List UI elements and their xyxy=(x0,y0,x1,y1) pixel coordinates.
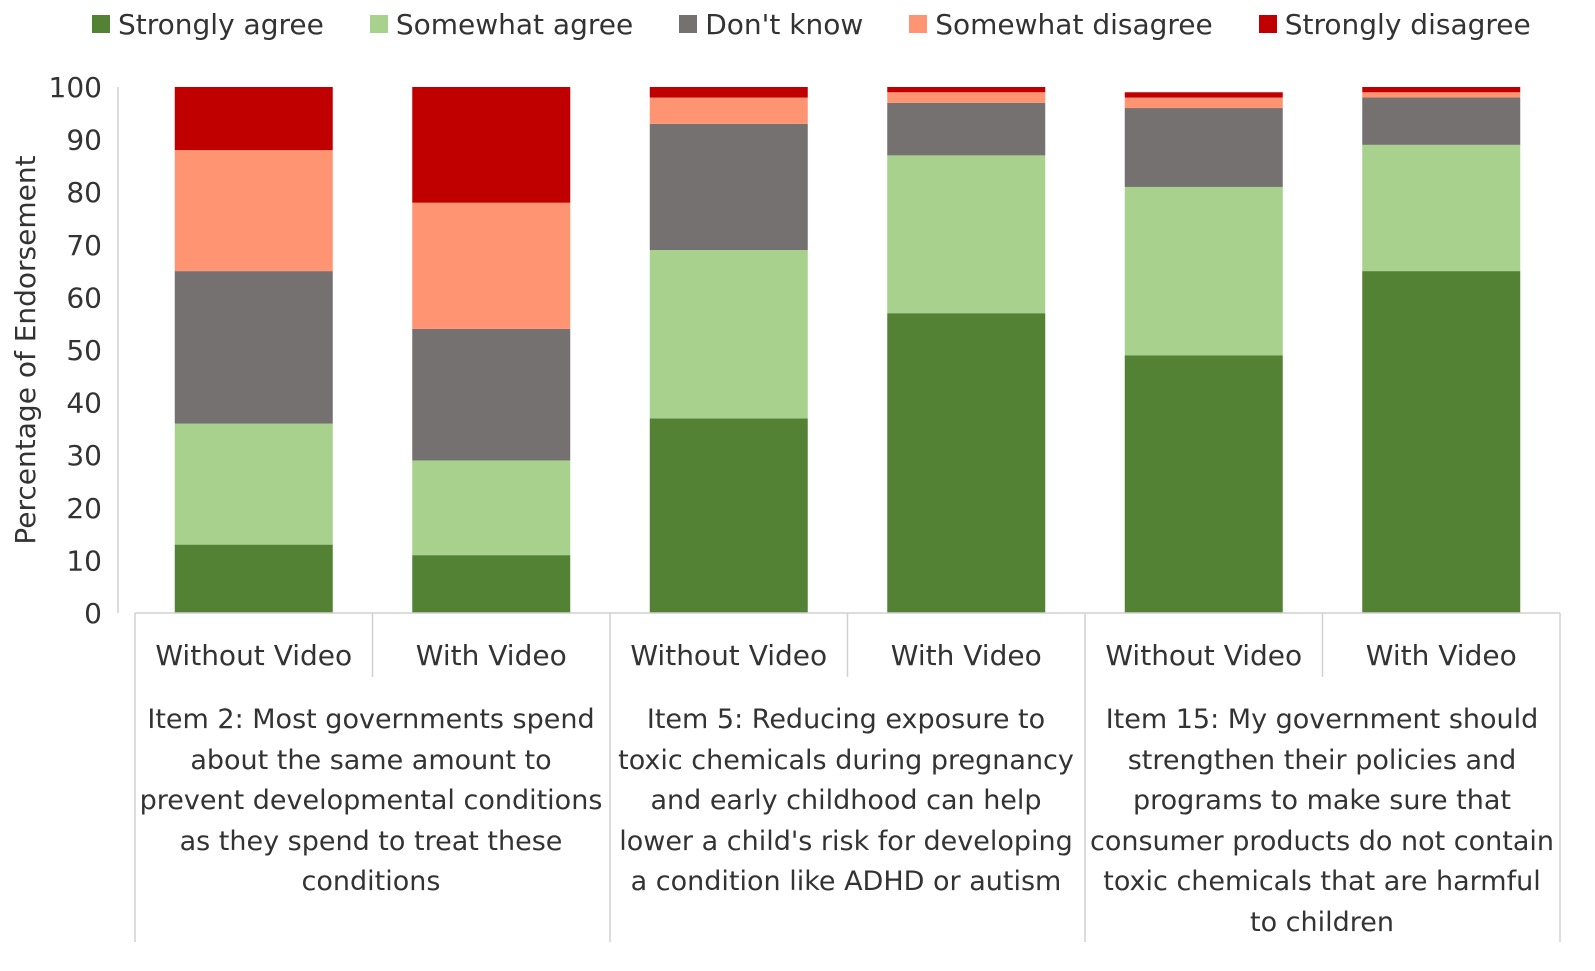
bar-segment-strongly-agree-5 xyxy=(1124,355,1283,613)
y-tick-label: 20 xyxy=(66,492,102,525)
bar-segment-strongly-agree-4 xyxy=(887,313,1046,613)
bar-segment-somewhat-agree-4 xyxy=(887,155,1046,314)
bar-segment-strongly-disagree-2 xyxy=(412,87,571,203)
group-label-item-5: Item 5: Reducing exposure to toxic chemi… xyxy=(618,704,1074,897)
bar-segment-strongly-agree-1 xyxy=(174,544,333,613)
legend-swatch xyxy=(369,15,388,33)
y-tick-label: 60 xyxy=(66,281,102,314)
bar-segment-don-t-know-1 xyxy=(174,271,333,424)
bar-segment-somewhat-agree-6 xyxy=(1362,144,1521,272)
legend-label: Don't know xyxy=(705,7,864,41)
bar-segment-strongly-agree-2 xyxy=(412,555,571,613)
y-tick-label: 50 xyxy=(66,334,102,367)
x-tick-label: Without Video xyxy=(630,639,827,672)
y-tick-label: 100 xyxy=(49,71,102,104)
bar-segment-don-t-know-6 xyxy=(1362,97,1521,145)
bar-segment-strongly-disagree-1 xyxy=(174,87,333,151)
x-tick-label: Without Video xyxy=(1105,639,1302,672)
legend-item-strongly-agree: Strongly agree xyxy=(92,8,324,41)
legend-item-dont-know: Don't know xyxy=(679,8,863,41)
bar-segment-somewhat-disagree-3 xyxy=(649,97,808,124)
legend-swatch xyxy=(909,15,928,33)
group-label-item-2: Item 2: Most governments spend about the… xyxy=(139,704,603,897)
x-tick-label: With Video xyxy=(1366,639,1517,672)
bar-segment-don-t-know-2 xyxy=(412,328,571,461)
bar-segment-strongly-disagree-6 xyxy=(1362,87,1521,93)
legend-label: Strongly disagree xyxy=(1284,7,1531,41)
bar-segment-strongly-disagree-4 xyxy=(887,87,1046,93)
y-tick-label: 40 xyxy=(66,387,102,420)
bar-segment-somewhat-disagree-1 xyxy=(174,150,333,272)
y-tick-label: 90 xyxy=(66,124,102,157)
legend-item-somewhat-disagree: Somewhat disagree xyxy=(909,8,1213,41)
group-label-item-15: Item 15: My government should strengthen… xyxy=(1089,704,1554,938)
y-tick-label: 10 xyxy=(66,544,102,577)
bar-segment-don-t-know-3 xyxy=(649,123,808,251)
y-axis-title: Percentage of Endorsement xyxy=(9,155,42,544)
y-tick-label: 30 xyxy=(66,439,102,472)
bar-segment-strongly-agree-6 xyxy=(1362,271,1521,613)
bar-segment-don-t-know-4 xyxy=(887,102,1046,156)
legend-label: Strongly agree xyxy=(118,7,324,41)
y-tick-label: 80 xyxy=(66,176,102,209)
bar-segment-don-t-know-5 xyxy=(1124,108,1283,187)
x-tick-label: With Video xyxy=(416,639,567,672)
legend-item-strongly-disagree: Strongly disagree xyxy=(1258,7,1531,41)
legend-label: Somewhat agree xyxy=(395,7,634,41)
bar-segment-somewhat-agree-1 xyxy=(174,423,333,545)
bar-segment-somewhat-agree-5 xyxy=(1124,186,1283,356)
bar-segment-somewhat-disagree-5 xyxy=(1124,97,1283,109)
legend: Strongly agree Somewhat agree Don't know… xyxy=(92,2,1577,46)
legend-swatch xyxy=(679,15,698,33)
x-tick-label: With Video xyxy=(891,639,1042,672)
y-tick-label: 70 xyxy=(66,229,102,262)
bar-segment-somewhat-disagree-2 xyxy=(412,202,571,329)
bar-segment-somewhat-agree-3 xyxy=(649,250,808,419)
bar-segment-somewhat-agree-2 xyxy=(412,460,571,556)
bar-segment-somewhat-disagree-6 xyxy=(1362,92,1521,98)
bar-segment-somewhat-disagree-4 xyxy=(887,92,1046,103)
bar-segment-strongly-disagree-5 xyxy=(1124,92,1283,98)
legend-item-somewhat-agree: Somewhat agree xyxy=(369,7,634,41)
bar-segment-strongly-agree-3 xyxy=(649,418,808,613)
legend-swatch xyxy=(1258,15,1277,33)
legend-label: Somewhat disagree xyxy=(935,7,1213,41)
y-tick-label: 0 xyxy=(84,597,102,630)
legend-swatch xyxy=(92,15,110,33)
bar-segment-strongly-disagree-3 xyxy=(649,87,808,98)
x-tick-label: Without Video xyxy=(155,639,352,672)
